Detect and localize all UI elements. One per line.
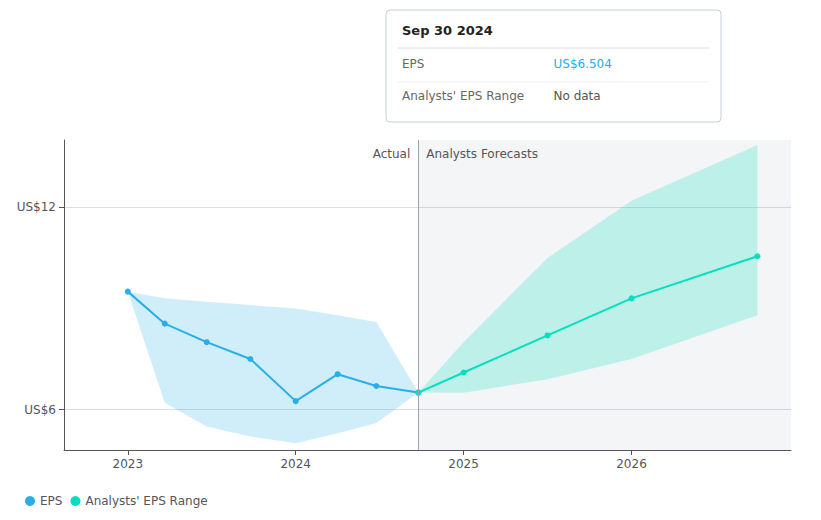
svg-text:US$6.504: US$6.504 bbox=[554, 57, 612, 71]
svg-text:Analysts' EPS Range: Analysts' EPS Range bbox=[85, 494, 207, 508]
svg-text:EPS: EPS bbox=[402, 57, 424, 71]
svg-text:EPS: EPS bbox=[40, 494, 62, 508]
svg-text:Sep 30 2024: Sep 30 2024 bbox=[402, 23, 493, 38]
svg-text:Analysts' EPS Range: Analysts' EPS Range bbox=[402, 89, 524, 103]
svg-text:US$12: US$12 bbox=[17, 200, 56, 214]
svg-text:2023: 2023 bbox=[113, 457, 144, 471]
svg-text:2026: 2026 bbox=[616, 457, 647, 471]
svg-text:No data: No data bbox=[554, 89, 601, 103]
svg-text:2025: 2025 bbox=[448, 457, 479, 471]
svg-text:2024: 2024 bbox=[280, 457, 311, 471]
svg-text:US$6: US$6 bbox=[24, 403, 56, 417]
svg-text:Actual: Actual bbox=[373, 147, 411, 161]
